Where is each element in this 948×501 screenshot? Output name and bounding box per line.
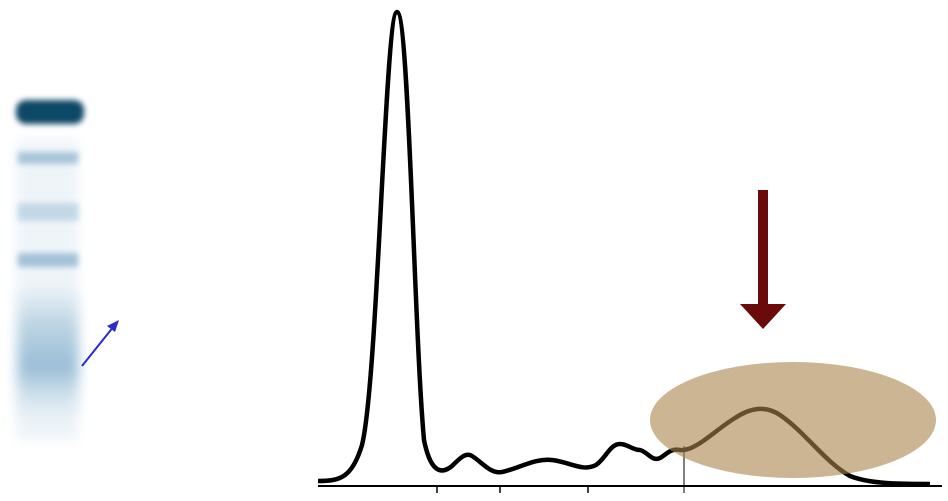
- arrow-head: [740, 304, 786, 329]
- arrow-head: [107, 320, 119, 332]
- figure: [0, 0, 948, 501]
- gel-lane: [16, 100, 84, 440]
- arrow-shaft: [758, 190, 768, 308]
- highlight-region: [650, 362, 936, 478]
- band: [18, 253, 78, 267]
- band: [18, 152, 78, 164]
- pointer-arrow: [82, 320, 119, 366]
- page: (() => { const data = JSON.parse(documen…: [0, 0, 948, 501]
- band: [18, 203, 78, 221]
- band-smear: [18, 290, 78, 420]
- arrow-shaft: [82, 326, 114, 366]
- band-major: [16, 100, 84, 124]
- highlight-arrow: [740, 190, 786, 329]
